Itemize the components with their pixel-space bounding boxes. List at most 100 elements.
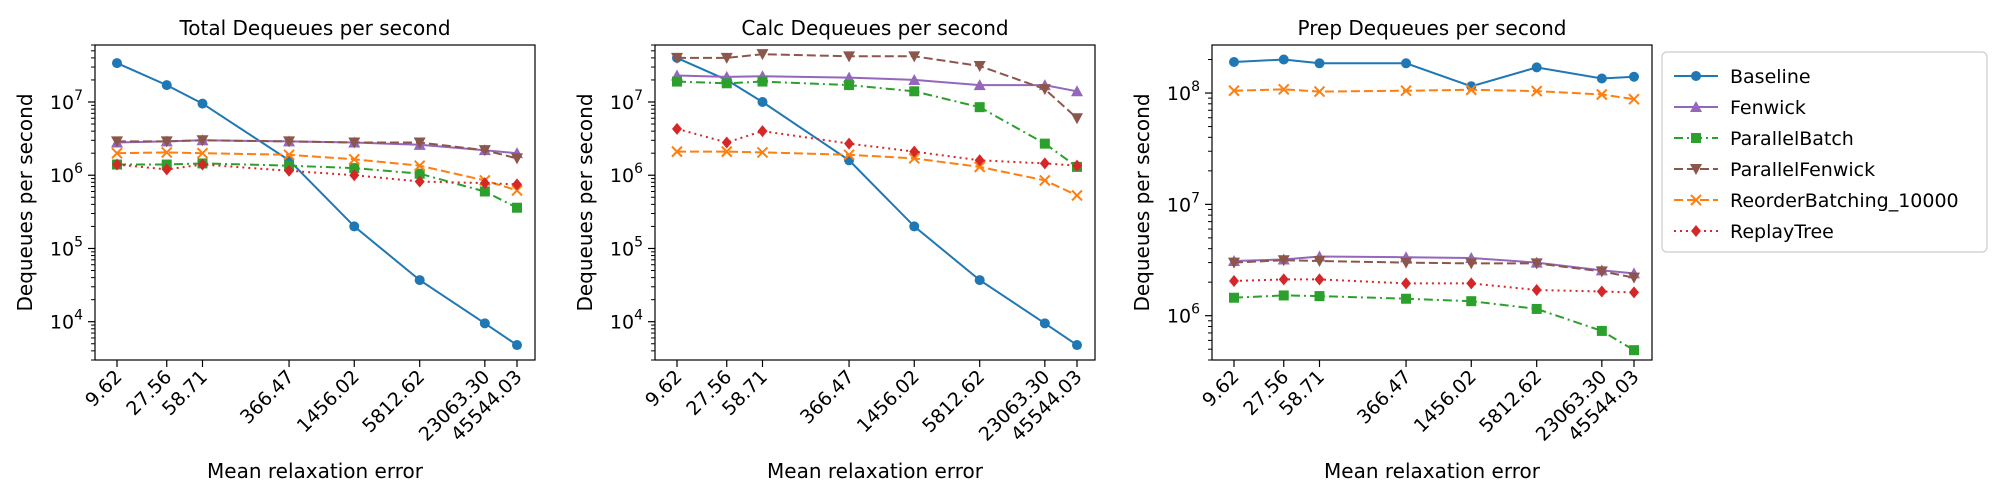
series-line (117, 162, 518, 209)
data-point (348, 153, 360, 166)
x-tick-label: 366.47 (1353, 366, 1416, 429)
series-baseline (112, 58, 522, 351)
data-point (1314, 291, 1325, 302)
y-tick-label: 107 (610, 88, 643, 114)
data-point (1039, 138, 1050, 149)
data-point (1530, 85, 1543, 97)
data-point (721, 145, 733, 158)
data-point (1400, 257, 1413, 269)
plot-frame (94, 44, 536, 361)
y-tick-label: 105 (610, 234, 643, 260)
x-tick-label: 9.62 (81, 366, 126, 411)
series-line (1233, 255, 1635, 275)
data-point (479, 186, 490, 197)
legend-label: ReorderBatching_10000 (1730, 190, 1959, 212)
data-point (112, 158, 122, 171)
series-parallelfenwick (111, 135, 523, 165)
series-line (676, 127, 1078, 167)
series-line (1233, 294, 1635, 352)
x-tick-label: 1456.02 (853, 366, 924, 437)
series-parallelbatch (672, 76, 1082, 172)
data-point (161, 146, 173, 159)
data-point (161, 80, 172, 91)
legend-label: ParallelBatch (1730, 128, 1854, 150)
data-point (1531, 62, 1542, 73)
series-reorderbatching-10000 (111, 146, 523, 197)
data-point (283, 136, 296, 148)
chart-title: Total Dequeues per second (178, 16, 450, 40)
data-point (479, 177, 490, 190)
data-point (1071, 189, 1083, 202)
series-baseline (672, 52, 1082, 351)
data-point (908, 73, 921, 85)
data-point (348, 137, 361, 149)
series-line (677, 53, 1078, 119)
data-point (112, 58, 122, 69)
series-line (1233, 259, 1635, 279)
data-point (1595, 266, 1608, 278)
data-point (672, 76, 682, 87)
legend-entry-parallelfenwick: ParallelFenwick (1674, 159, 1875, 181)
legend-marker (1690, 164, 1702, 175)
data-point (413, 137, 426, 149)
y-axis-label: Dequeues per second (1130, 93, 1154, 311)
legend-label: Fenwick (1730, 97, 1806, 119)
data-point (1465, 84, 1477, 96)
series-parallelbatch (112, 158, 522, 213)
data-point (349, 221, 360, 232)
data-point (1400, 84, 1412, 97)
data-point (1530, 258, 1543, 270)
series-line (116, 151, 518, 192)
data-point (1531, 284, 1542, 297)
data-point (196, 135, 209, 147)
legend-marker (1691, 133, 1701, 143)
data-point (197, 158, 208, 171)
data-point (1228, 84, 1240, 97)
data-point (974, 154, 985, 167)
data-point (196, 147, 209, 159)
data-point (1314, 58, 1325, 69)
legend-entry-fenwick: Fenwick (1674, 97, 1806, 119)
data-point (1629, 345, 1639, 356)
data-point (843, 71, 856, 83)
data-point (1039, 157, 1050, 170)
x-tick-label: 366.47 (796, 366, 859, 429)
data-point (843, 51, 856, 63)
series-parallelbatch (1229, 290, 1639, 356)
x-axis-label: Mean relaxation error (207, 459, 424, 483)
data-point (414, 275, 425, 286)
y-tick-label: 104 (610, 308, 643, 334)
y-axis-label: Dequeues per second (13, 93, 37, 311)
series-line (1233, 278, 1635, 294)
data-point (844, 137, 855, 150)
legend-box (1661, 51, 1988, 253)
series-line (1233, 88, 1635, 101)
data-point (1277, 255, 1290, 267)
data-point (720, 52, 733, 64)
data-point (1071, 85, 1083, 97)
data-point (478, 145, 491, 157)
data-point (756, 49, 769, 61)
data-point (757, 76, 768, 87)
chart-title: Calc Dequeues per second (741, 16, 1008, 40)
chart-panel-3: Prep Dequeues per second1061071089.6227.… (1130, 16, 1653, 483)
data-point (1596, 73, 1607, 84)
series-replaytree (112, 158, 522, 191)
data-point (512, 178, 522, 191)
data-point (974, 102, 985, 113)
series-line (116, 62, 518, 346)
data-point (414, 168, 425, 179)
data-point (479, 318, 490, 329)
legend-entry-reorderbatching-10000: ReorderBatching_10000 (1674, 190, 1959, 212)
x-tick-label: 1456.02 (293, 366, 364, 437)
y-tick-label: 106 (50, 161, 83, 187)
data-point (1596, 325, 1607, 336)
data-point (756, 146, 769, 159)
y-tick-label: 107 (50, 88, 83, 114)
data-point (1596, 285, 1607, 298)
x-tick-label: 1456.02 (1410, 366, 1481, 437)
data-point (757, 96, 768, 107)
data-point (1229, 274, 1239, 287)
legend-label: Baseline (1730, 66, 1811, 88)
